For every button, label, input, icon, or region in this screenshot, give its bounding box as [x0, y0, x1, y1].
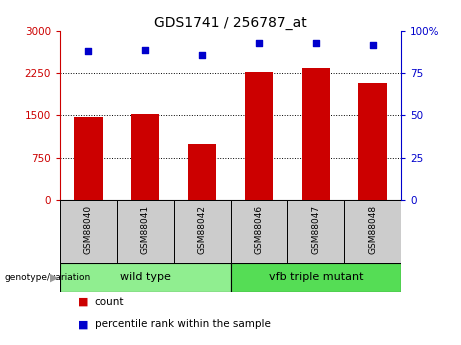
Bar [344, 200, 401, 264]
Bar [131, 114, 160, 200]
Text: GSM88040: GSM88040 [84, 205, 93, 254]
Bar [188, 144, 216, 200]
Text: count: count [95, 297, 124, 307]
Bar [245, 72, 273, 200]
Text: vfb triple mutant: vfb triple mutant [269, 273, 363, 282]
Text: percentile rank within the sample: percentile rank within the sample [95, 319, 271, 329]
Text: ■: ■ [78, 297, 89, 307]
Point [85, 49, 92, 54]
Bar [230, 200, 287, 264]
Bar [230, 263, 401, 292]
Point [255, 40, 263, 46]
Text: GSM88041: GSM88041 [141, 205, 150, 254]
Text: GSM88047: GSM88047 [311, 205, 320, 254]
Bar [60, 200, 117, 264]
Bar [117, 200, 174, 264]
Point [369, 42, 376, 47]
Bar [287, 200, 344, 264]
Bar [60, 263, 230, 292]
Bar [358, 83, 387, 200]
Text: GSM88046: GSM88046 [254, 205, 263, 254]
Point [312, 40, 319, 46]
Bar [174, 200, 230, 264]
Text: genotype/variation: genotype/variation [5, 273, 91, 282]
Text: GSM88042: GSM88042 [198, 205, 207, 254]
Point [198, 52, 206, 58]
Bar [301, 68, 330, 200]
Point [142, 47, 149, 52]
Text: GSM88048: GSM88048 [368, 205, 377, 254]
Bar [74, 117, 102, 200]
Title: GDS1741 / 256787_at: GDS1741 / 256787_at [154, 16, 307, 30]
Text: wild type: wild type [120, 273, 171, 282]
Text: ▶: ▶ [50, 273, 59, 282]
Text: ■: ■ [78, 319, 89, 329]
